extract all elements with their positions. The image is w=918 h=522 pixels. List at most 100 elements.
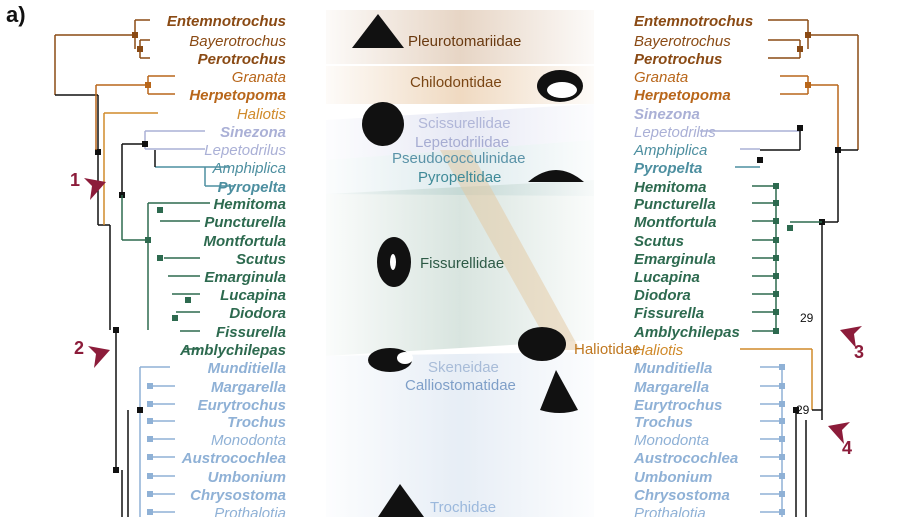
trochidae-shell-icon [378,484,424,517]
taxon-left-label: Umbonium [208,469,286,486]
family-label-halio: Haliotidae [574,341,641,358]
taxon-left-label: Lucapina [220,287,286,304]
taxon-left-label: Trochus [227,414,286,431]
taxon-left-label: Hemitoma [213,196,286,213]
taxon-left-label: Puncturella [204,214,286,231]
taxon-right-label: Lucapina [634,269,700,286]
tree-node [147,401,153,407]
taxon-left-label: Montfortula [204,233,286,250]
chilodontidae-aperture [547,82,577,98]
tree-node [805,32,811,38]
family-label-lepe: Lepetodrilidae [415,134,509,151]
taxon-left-label: Lepetodrilus [204,142,286,159]
taxon-right-label: Granata [634,69,688,86]
node-arrow-icon [840,326,862,348]
family-label-troch: Trochidae [430,499,496,516]
tree-node [132,32,138,38]
family-label-fissu: Fissurellidae [420,255,504,272]
taxon-right-label: Fissurella [634,305,704,322]
taxon-right-label: Bayerotrochus [634,33,731,50]
haliotidae-shell-icon [518,327,566,361]
pleurotomariidae-shell-icon [352,14,404,48]
tree-node [145,82,151,88]
taxon-left-label: Eurytrochus [198,397,286,414]
tree-node [797,46,803,52]
tree-node [185,297,191,303]
taxon-left-label: Chrysostoma [190,487,286,504]
tree-node [147,509,153,515]
taxon-right-label: Perotrochus [634,51,722,68]
family-label-pleuro: Pleurotomariidae [408,33,521,50]
tree-node [757,157,763,163]
tree-node [157,207,163,213]
family-label-chilo: Chilodontidae [410,74,502,91]
pyropeltidae-shell-icon [528,170,584,182]
family-label-callio: Calliostomatidae [405,377,516,394]
family-label-skene: Skeneidae [428,359,499,376]
arrow-label: 1 [70,170,80,190]
taxon-right-label: Monodonta [634,432,709,449]
taxon-right-label: Trochus [634,414,693,431]
taxon-right-label: Margarella [634,379,709,396]
taxon-right-label: Munditiella [634,360,712,377]
taxon-right-label: Amblychilepas [633,324,740,341]
scissurellidae-shell-icon [362,102,404,146]
family-label-pseudo: Pseudococculinidae [392,150,525,167]
band-haliotis [440,150,580,350]
band-pleurotomariidae [326,10,594,64]
taxon-right-label: Emarginula [634,251,716,268]
fissurellidae-slit [390,254,396,270]
taxon-left-label: Haliotis [237,106,287,123]
taxon-left-label: Herpetopoma [189,87,286,104]
taxon-right-label: Sinezona [634,106,700,123]
taxon-left-label: Margarella [211,379,286,396]
taxon-right-label: Amphiplica [633,142,707,159]
taxon-right-label: Herpetopoma [634,87,731,104]
taxon-right-label: Hemitoma [634,179,707,196]
tree-node [147,491,153,497]
taxon-right-label: Puncturella [634,196,716,213]
band-fissurellidae [326,180,594,356]
node-arrow-icon [84,178,106,200]
arrow-label: 2 [74,338,84,358]
taxon-left-label: Granata [232,69,286,86]
tree-node [172,315,178,321]
band-chilodontidae [326,66,594,104]
tree-node [147,383,153,389]
tree-node [157,255,163,261]
arrow-label: 4 [842,438,852,458]
taxon-left-label: Fissurella [216,324,286,341]
band-trochidae [326,352,594,517]
taxon-right-label: Eurytrochus [634,397,722,414]
taxon-left-label: Amblychilepas [179,342,286,359]
tree-node [137,407,143,413]
taxon-right-label: Umbonium [634,469,712,486]
support-value: 29 [796,403,810,417]
taxon-left-label: Emarginula [204,269,286,286]
taxon-left-label: Bayerotrochus [189,33,286,50]
taxon-left-label: Munditiella [208,360,286,377]
taxon-left-label: Scutus [236,251,286,268]
taxon-left-label: Diodora [229,305,286,322]
taxon-right-label: Prothalotia [634,505,706,517]
tree-node [113,467,119,473]
taxon-left-label: Monodonta [211,432,286,449]
skeneidae-aperture [397,352,413,364]
family-label-pyro: Pyropeltidae [418,169,501,186]
taxon-right-label: Haliotis [634,342,684,359]
node-arrow-icon [828,422,850,444]
support-value: 29 [800,311,814,325]
taxon-left-label: Sinezona [220,124,286,141]
taxon-right-label: Chrysostoma [634,487,730,504]
taxon-left-label: Austrocochlea [181,450,286,467]
panel-label: a) [6,2,26,27]
arrow-label: 3 [854,342,864,362]
taxon-right-label: Montfortula [634,214,716,231]
taxon-right-label: Scutus [634,233,684,250]
taxon-left-label: Perotrochus [198,51,286,68]
taxon-left-label: Pyropelta [218,179,286,196]
family-label-sciss: Scissurellidae [418,115,511,132]
tree-node [787,225,793,231]
tree-node [147,418,153,424]
